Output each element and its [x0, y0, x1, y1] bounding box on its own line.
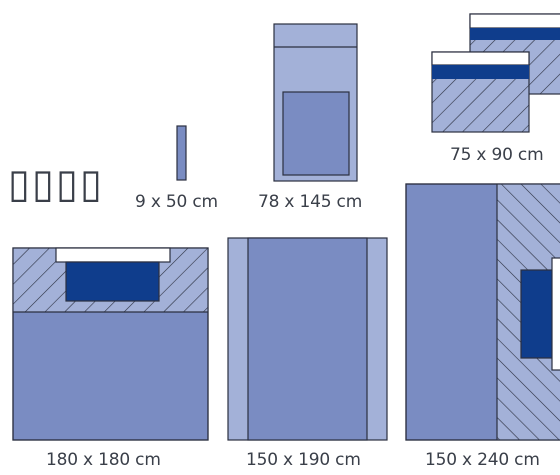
drape-9x50 [176, 125, 187, 181]
drape-78x145 [273, 23, 358, 182]
label-150x190: 150 x 190 cm [246, 450, 361, 470]
label-9x50: 9 x 50 cm [135, 192, 218, 212]
drape-75x90-front [431, 51, 530, 133]
label-150x240: 150 x 240 cm [425, 450, 540, 470]
drape-150x240 [405, 183, 560, 441]
label-180x180: 180 x 180 cm [46, 450, 161, 470]
label-78x145: 78 x 145 cm [258, 192, 363, 212]
label-75x90: 75 x 90 cm [450, 145, 544, 165]
placeholder-glyphs: ▯▯▯▯ [8, 161, 105, 207]
drape-180x180 [12, 247, 209, 441]
drape-75x90 [431, 13, 560, 133]
drape-150x190 [227, 237, 388, 441]
